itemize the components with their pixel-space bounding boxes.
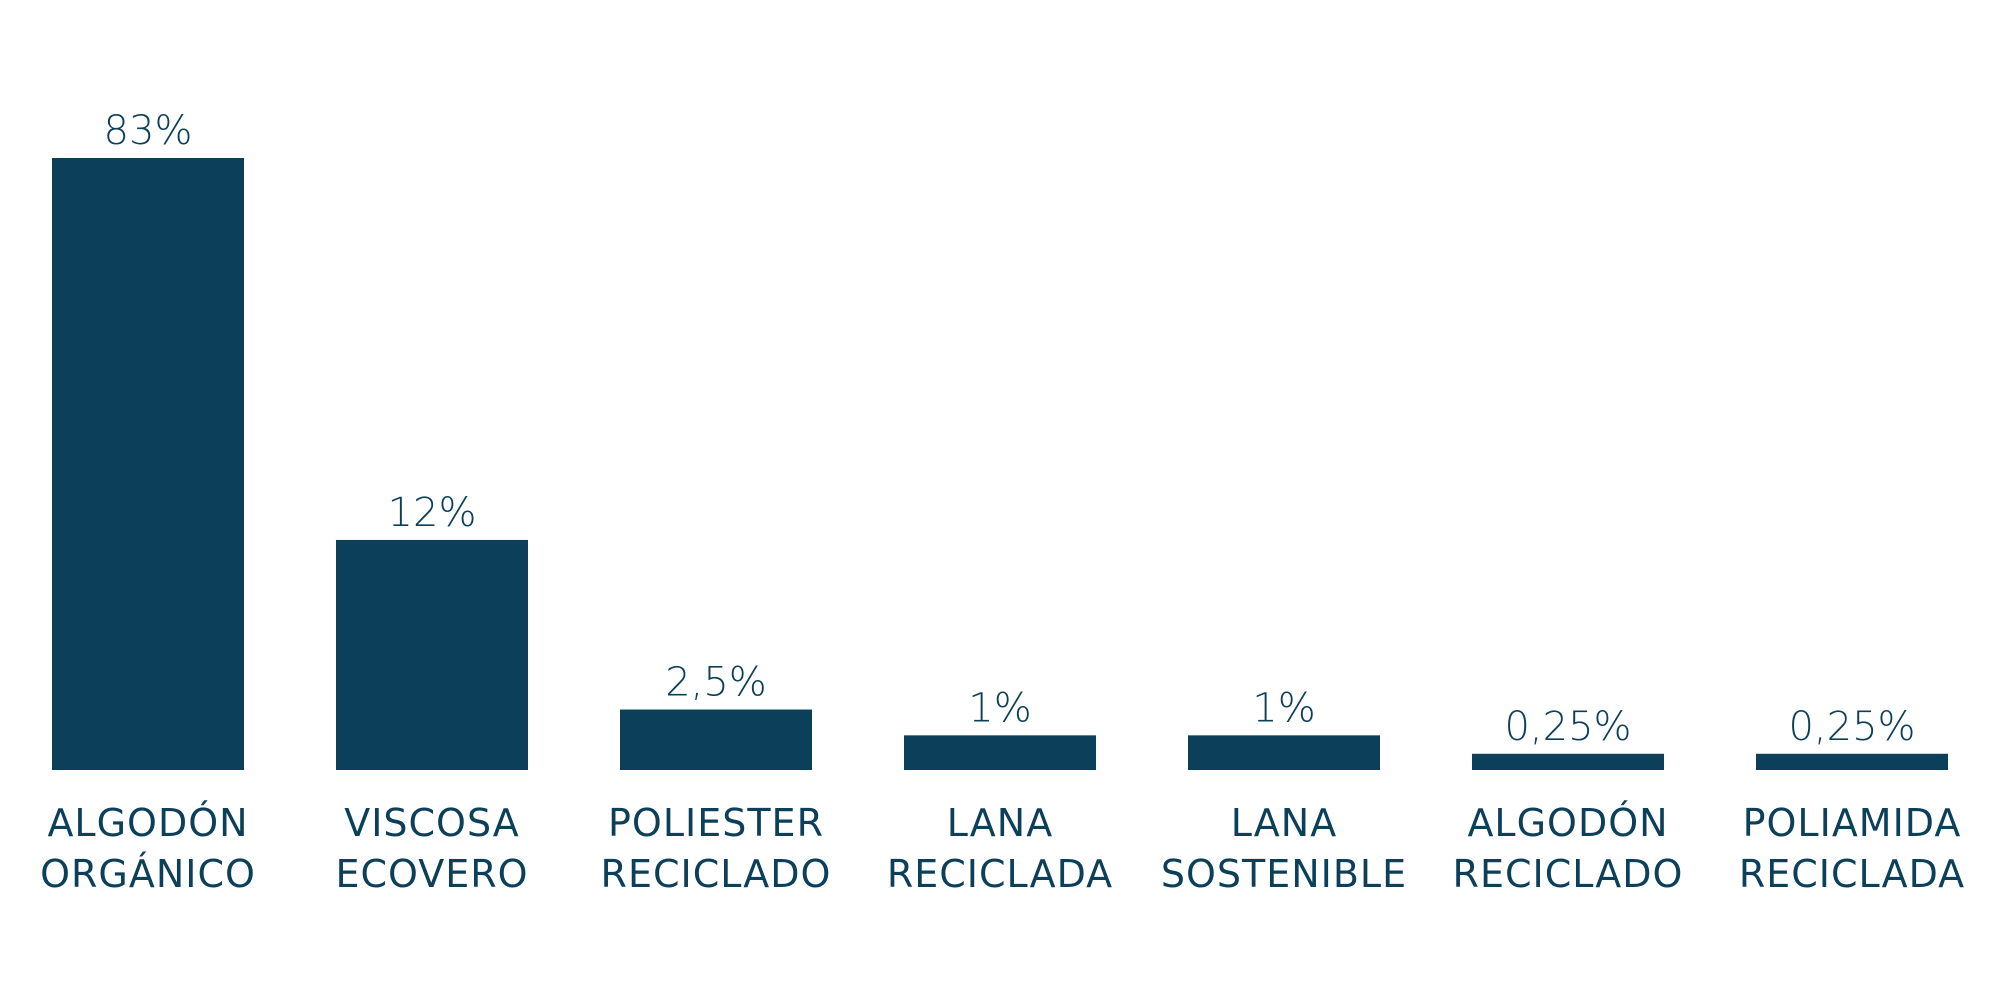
bar-6	[1756, 753, 1948, 770]
value-labels-group: 83% 12% 2,5% 1% 1% 0,25% 0,25%	[104, 108, 1916, 750]
category-label-4-line-0: LANA	[1231, 801, 1337, 845]
category-label-3-line-1: RECICLADA	[887, 852, 1113, 896]
bar-1	[336, 539, 528, 770]
category-label-3-line-0: LANA	[947, 801, 1053, 845]
bar-3	[904, 735, 1096, 770]
bar-5	[1472, 753, 1664, 770]
bar-0	[52, 158, 244, 770]
value-label-5: 0,25%	[1504, 704, 1631, 750]
category-label-1-line-1: ECOVERO	[335, 852, 528, 896]
category-label-2-line-0: POLIESTER	[608, 801, 824, 845]
value-label-3: 1%	[968, 685, 1031, 731]
category-label-0-line-1: ORGÁNICO	[40, 852, 256, 896]
bars-group	[52, 158, 1948, 770]
bar-2	[620, 709, 812, 770]
category-label-0-line-0: ALGODÓN	[47, 801, 248, 845]
category-label-6-line-1: RECICLADA	[1739, 852, 1965, 896]
category-label-5-line-1: RECICLADO	[1453, 852, 1684, 896]
category-label-5-line-0: ALGODÓN	[1467, 801, 1668, 845]
category-label-6-line-0: POLIAMIDA	[1743, 801, 1962, 845]
category-label-4-line-1: SOSTENIBLE	[1161, 852, 1407, 896]
category-label-1-line-0: VISCOSA	[344, 801, 520, 845]
bar-4	[1188, 735, 1380, 770]
value-label-4: 1%	[1252, 685, 1315, 731]
value-label-2: 2,5%	[665, 660, 767, 706]
category-label-2-line-1: RECICLADO	[601, 852, 832, 896]
value-label-1: 12%	[388, 490, 477, 536]
value-label-0: 83%	[104, 108, 193, 154]
value-label-6: 0,25%	[1788, 704, 1915, 750]
category-labels-group: ALGODÓN ORGÁNICO VISCOSA ECOVERO POLIESTER RE…	[40, 801, 1965, 896]
